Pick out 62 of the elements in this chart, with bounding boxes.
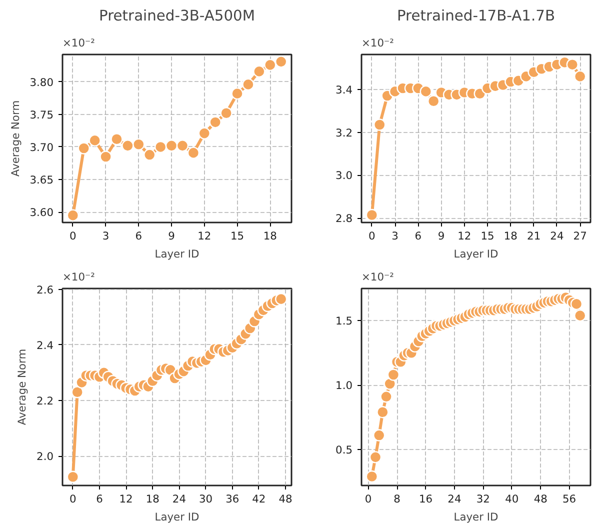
y-tick-label: 0.5 xyxy=(336,443,353,456)
x-tick-label: 3 xyxy=(392,230,398,242)
chart-title: Pretrained-3B-A500M xyxy=(98,8,256,24)
y-tick-label: 3.70 xyxy=(30,140,54,154)
x-tick-label: 15 xyxy=(480,230,494,242)
y-axis-title: Average Norm xyxy=(8,100,22,177)
text: ×10⁻² xyxy=(62,36,95,50)
y-tick-label: 1.5 xyxy=(336,314,353,328)
y-tick-label: 2.4 xyxy=(36,338,54,352)
x-tick-label: 18 xyxy=(263,230,278,242)
y-axis-title: Average Norm xyxy=(16,348,29,426)
x-tick-label: 0 xyxy=(368,230,376,242)
x-tick-label: 9 xyxy=(168,230,176,242)
x-axis-title: Layer ID xyxy=(154,248,200,260)
x-tick-label: 12 xyxy=(198,230,212,242)
x-tick-label: 0 xyxy=(364,492,372,506)
y-tick-label: 3.60 xyxy=(30,206,54,220)
chart-title: Pretrained-17B-A1.7B xyxy=(396,8,556,24)
x-tick-label: 6 xyxy=(135,230,142,242)
x-tick-label: 32 xyxy=(476,492,490,506)
y-tick-label: 3.65 xyxy=(30,174,54,187)
x-tick-label: 40 xyxy=(505,492,519,506)
y-tick-label: 2.2 xyxy=(36,394,54,408)
x-tick-label: 56 xyxy=(562,492,576,506)
x-tick-label: 3 xyxy=(102,230,110,242)
x-tick-label: 48 xyxy=(278,492,293,506)
y-tick-label: 3.80 xyxy=(30,76,54,89)
x-tick-label: 12 xyxy=(458,230,472,242)
y-tick-label: 2.6 xyxy=(36,283,54,296)
x-tick-label: 15 xyxy=(230,230,244,242)
x-axis-title: Layer ID xyxy=(154,510,200,524)
x-tick-label: 9 xyxy=(438,230,445,242)
y-tick-label: 3.75 xyxy=(30,108,54,122)
x-tick-label: 36 xyxy=(226,492,240,506)
x-tick-label: 24 xyxy=(172,492,186,506)
x-tick-label: 8 xyxy=(394,492,401,506)
text: ×10⁻² xyxy=(362,270,394,284)
x-tick-label: 12 xyxy=(119,492,133,506)
text: ×10⁻² xyxy=(62,270,95,284)
x-axis-title: Layer ID xyxy=(454,248,498,260)
x-tick-label: 30 xyxy=(199,492,213,506)
x-tick-label: 48 xyxy=(534,492,548,506)
text: ×10⁻² xyxy=(362,36,394,50)
x-tick-label: 42 xyxy=(252,492,266,506)
y-tick-label: 3.2 xyxy=(336,126,353,140)
x-tick-label: 21 xyxy=(527,230,541,242)
x-axis-title: Layer ID xyxy=(454,510,498,524)
x-tick-label: 18 xyxy=(146,492,160,506)
x-tick-label: 18 xyxy=(504,230,518,242)
x-tick-label: 0 xyxy=(70,492,77,506)
y-tick-label: 3.4 xyxy=(336,83,353,96)
y-tick-label: 2.8 xyxy=(336,212,353,226)
y-tick-label: 2.0 xyxy=(36,450,54,464)
y-tick-label: 1.0 xyxy=(336,379,353,392)
x-tick-label: 6 xyxy=(414,230,422,242)
y-tick-label: 3.0 xyxy=(336,169,353,182)
x-tick-label: 24 xyxy=(550,230,564,242)
x-tick-label: 27 xyxy=(573,230,587,242)
x-tick-label: 6 xyxy=(96,492,104,506)
x-tick-label: 24 xyxy=(448,492,462,506)
x-tick-label: 16 xyxy=(418,492,433,506)
x-tick-label: 0 xyxy=(70,230,77,242)
